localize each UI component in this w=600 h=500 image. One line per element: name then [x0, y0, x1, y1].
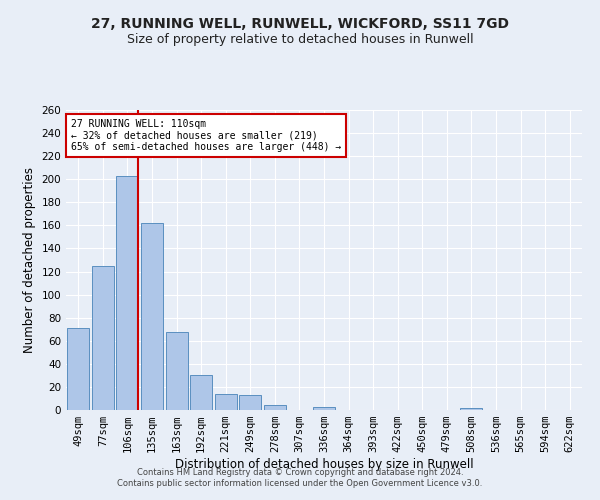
Bar	[141, 223, 163, 410]
Bar	[166, 332, 188, 410]
Bar	[460, 408, 482, 410]
Y-axis label: Number of detached properties: Number of detached properties	[23, 167, 36, 353]
Bar	[313, 406, 335, 410]
Bar	[264, 406, 286, 410]
Bar	[215, 394, 237, 410]
Bar	[239, 395, 262, 410]
Bar	[67, 328, 89, 410]
Bar	[190, 376, 212, 410]
X-axis label: Distribution of detached houses by size in Runwell: Distribution of detached houses by size …	[175, 458, 473, 471]
Text: Contains HM Land Registry data © Crown copyright and database right 2024.
Contai: Contains HM Land Registry data © Crown c…	[118, 468, 482, 487]
Text: 27, RUNNING WELL, RUNWELL, WICKFORD, SS11 7GD: 27, RUNNING WELL, RUNWELL, WICKFORD, SS1…	[91, 18, 509, 32]
Bar	[92, 266, 114, 410]
Text: Size of property relative to detached houses in Runwell: Size of property relative to detached ho…	[127, 32, 473, 46]
Bar	[116, 176, 139, 410]
Text: 27 RUNNING WELL: 110sqm
← 32% of detached houses are smaller (219)
65% of semi-d: 27 RUNNING WELL: 110sqm ← 32% of detache…	[71, 119, 341, 152]
